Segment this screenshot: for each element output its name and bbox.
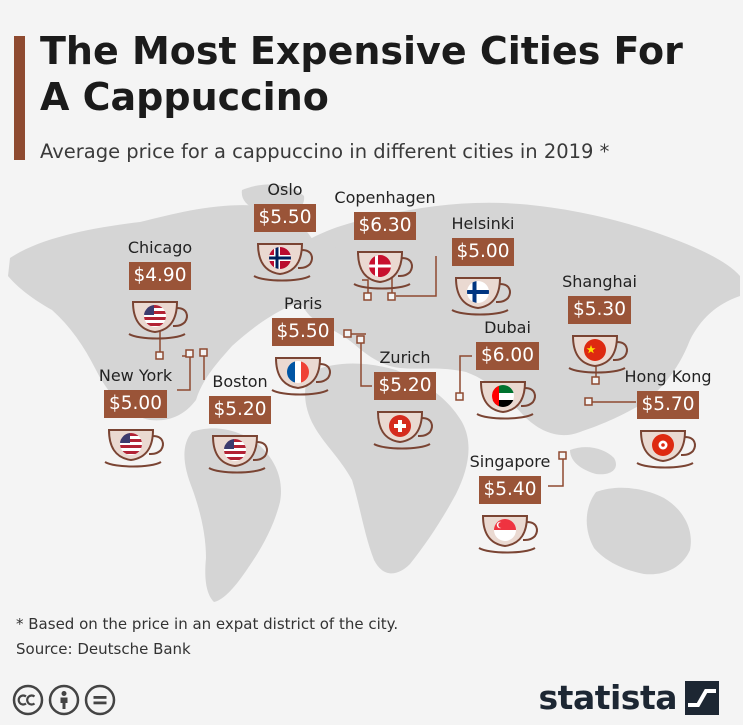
us-flag-icon bbox=[125, 296, 195, 340]
statista-logo-icon bbox=[685, 680, 719, 715]
connector-helsinki bbox=[396, 256, 437, 297]
france-flag-icon bbox=[268, 352, 338, 396]
city-name: Dubai bbox=[484, 318, 531, 337]
footnote: * Based on the price in an expat distric… bbox=[16, 615, 399, 633]
subtitle: Average price for a cappuccino in differ… bbox=[40, 140, 610, 163]
price-tag: $5.20 bbox=[208, 396, 272, 424]
price-tag: $6.30 bbox=[353, 212, 417, 240]
city-name: New York bbox=[98, 366, 173, 385]
city-chicago: Chicago $4.90 bbox=[115, 238, 205, 340]
brand-name: statista bbox=[538, 678, 678, 717]
denmark-flag-icon bbox=[350, 246, 420, 290]
price-tag: $5.50 bbox=[253, 204, 317, 232]
city-name: Zurich bbox=[379, 348, 431, 367]
city-shanghai: Shanghai $5.30 bbox=[552, 272, 647, 374]
marker-dubai bbox=[455, 392, 464, 401]
city-name: Oslo bbox=[267, 180, 303, 199]
city-name: Boston bbox=[212, 372, 268, 391]
finland-flag-icon bbox=[448, 272, 518, 316]
city-paris: Paris $5.50 bbox=[263, 294, 343, 396]
city-zurich: Zurich $5.20 bbox=[365, 348, 445, 450]
marker-boston bbox=[199, 348, 208, 357]
marker-paris bbox=[343, 329, 352, 338]
china-flag-icon bbox=[565, 330, 635, 374]
marker-singapore bbox=[558, 451, 567, 460]
city-name: Helsinki bbox=[451, 214, 515, 233]
price-tag: $5.30 bbox=[568, 296, 631, 324]
connector-dubai bbox=[459, 355, 472, 397]
page-title: The Most Expensive Cities For A Cappucci… bbox=[40, 29, 683, 119]
price-tag: $5.70 bbox=[636, 391, 700, 419]
uae-flag-icon bbox=[473, 376, 543, 420]
city-name: Singapore bbox=[469, 452, 551, 471]
title-accent-bar bbox=[14, 36, 25, 160]
price-tag: $5.40 bbox=[478, 476, 542, 504]
attribution-icon[interactable] bbox=[48, 684, 80, 716]
marker-shanghai bbox=[591, 376, 600, 385]
city-dubai: Dubai $6.00 bbox=[465, 318, 550, 420]
marker-chicago bbox=[155, 351, 164, 360]
marker-zurich bbox=[356, 335, 365, 344]
city-new-york: New York $5.00 bbox=[88, 366, 183, 468]
city-hong-kong: Hong Kong $5.70 bbox=[618, 367, 718, 469]
city-name: Chicago bbox=[127, 238, 193, 257]
switzerland-flag-icon bbox=[370, 406, 440, 450]
price-tag: $5.50 bbox=[271, 318, 335, 346]
city-helsinki: Helsinki $5.00 bbox=[438, 214, 528, 316]
price-tag: $5.20 bbox=[373, 372, 437, 400]
connector-oslo bbox=[362, 279, 369, 296]
noderivs-icon[interactable] bbox=[84, 684, 116, 716]
hong-kong-flag-icon bbox=[633, 425, 703, 469]
connector-zurich bbox=[360, 340, 372, 387]
marker-hong-kong bbox=[584, 397, 593, 406]
price-tag: $4.90 bbox=[128, 262, 192, 290]
source-note: Source: Deutsche Bank bbox=[16, 640, 191, 658]
marker-new-york bbox=[185, 349, 194, 358]
city-oslo: Oslo $5.50 bbox=[245, 180, 325, 282]
us-flag-icon bbox=[101, 424, 171, 468]
city-name: Copenhagen bbox=[334, 188, 436, 207]
price-tag: $5.00 bbox=[104, 390, 167, 418]
city-name: Hong Kong bbox=[624, 367, 712, 386]
marker-oslo bbox=[363, 292, 372, 301]
price-tag: $5.00 bbox=[451, 238, 515, 266]
city-name: Paris bbox=[283, 294, 323, 313]
singapore-flag-icon bbox=[475, 510, 545, 554]
location-markers bbox=[155, 292, 600, 460]
cc-icon[interactable] bbox=[12, 684, 44, 716]
marker-copenhagen bbox=[387, 292, 396, 301]
us-flag-icon bbox=[205, 430, 275, 474]
city-copenhagen: Copenhagen $6.30 bbox=[325, 188, 445, 290]
city-boston: Boston $5.20 bbox=[200, 372, 280, 474]
price-tag: $6.00 bbox=[476, 342, 539, 370]
connector-singapore bbox=[548, 456, 564, 487]
norway-flag-icon bbox=[250, 238, 320, 282]
city-singapore: Singapore $5.40 bbox=[460, 452, 560, 554]
city-name: Shanghai bbox=[562, 272, 637, 291]
statista-logo[interactable]: statista bbox=[539, 678, 719, 717]
license-icons bbox=[12, 684, 116, 716]
